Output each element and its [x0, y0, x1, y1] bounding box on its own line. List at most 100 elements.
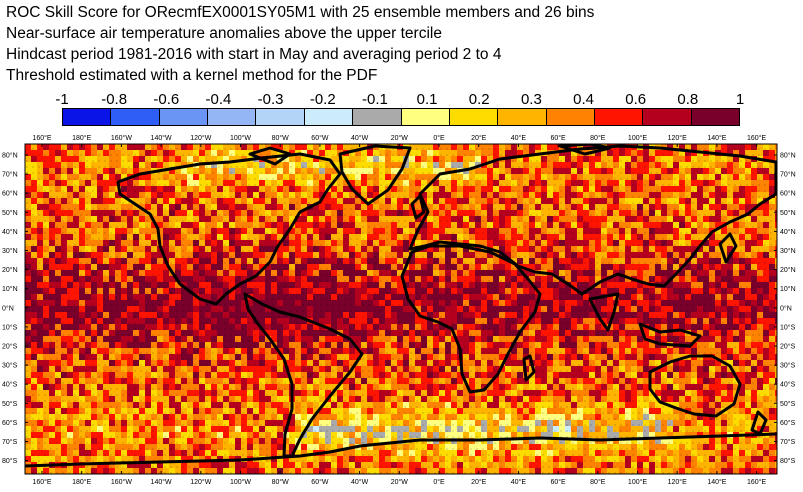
lat-left-label: 20°N — [2, 266, 18, 274]
lon-top-label: 40°W — [351, 134, 369, 142]
lat-left-label: 80°N — [2, 152, 18, 160]
lat-right-label: 10°S — [780, 323, 796, 331]
lat-right-label: 70°N — [780, 171, 796, 179]
colorbar-segment — [111, 109, 159, 125]
lat-right-label: 10°N — [780, 285, 796, 293]
lat-left-label: 60°S — [2, 419, 18, 427]
lon-bottom-label: 100°W — [230, 478, 251, 486]
lat-left-label: 20°S — [2, 343, 18, 351]
lat-left-label: 10°S — [2, 323, 18, 331]
lon-bottom-label: 80°E — [590, 478, 606, 486]
colorbar-segment — [643, 109, 691, 125]
lat-right-label: 50°N — [780, 209, 796, 217]
colorbar-segment — [305, 109, 353, 125]
lon-top-label: 40°E — [511, 134, 527, 142]
colorbar-tick-label: 1 — [736, 91, 744, 108]
lon-top-label: 120°W — [190, 134, 211, 142]
colorbar-legend — [62, 108, 740, 126]
lon-top-label: 160°E — [747, 134, 766, 142]
lat-right-label: 80°N — [780, 152, 796, 160]
lat-right-label: 70°S — [780, 438, 796, 446]
lon-top-label: 80°E — [590, 134, 606, 142]
lon-bottom-label: 180°E — [72, 478, 91, 486]
lat-right-label: 20°N — [780, 266, 796, 274]
lat-right-label: 30°N — [780, 247, 796, 255]
lat-right-label: 60°S — [780, 419, 796, 427]
lon-bottom-label: 60°W — [311, 478, 329, 486]
lon-bottom-label: 40°W — [351, 478, 369, 486]
lat-left-label: 80°S — [2, 457, 18, 465]
lon-top-label: 20°W — [391, 134, 409, 142]
lon-bottom-label: 140°W — [151, 478, 172, 486]
lon-top-label: 60°E — [550, 134, 566, 142]
colorbar-segment — [353, 109, 401, 125]
lon-top-label: 100°E — [628, 134, 647, 142]
lat-right-label: 30°S — [780, 362, 796, 370]
colorbar-tick-label: 0.1 — [417, 91, 438, 108]
colorbar-tick-label: -0.3 — [258, 91, 284, 108]
colorbar-tick-label: -0.2 — [310, 91, 336, 108]
title-line-2: Near-surface air temperature anomalies a… — [6, 23, 594, 44]
colorbar-segment — [498, 109, 546, 125]
lon-bottom-label: 140°E — [707, 478, 726, 486]
lat-left-label: 50°S — [2, 400, 18, 408]
lon-bottom-label: 160°E — [747, 478, 766, 486]
lat-left-label: 30°N — [2, 247, 18, 255]
lon-bottom-label: 0°E — [433, 478, 445, 486]
lat-right-label: 40°N — [780, 228, 796, 236]
colorbar-segment — [595, 109, 643, 125]
lat-right-label: 60°N — [780, 190, 796, 198]
colorbar-tick-label: 0.6 — [625, 91, 646, 108]
colorbar-segment — [450, 109, 498, 125]
lon-bottom-label: 120°E — [668, 478, 687, 486]
title-line-3: Hindcast period 1981-2016 with start in … — [6, 44, 594, 65]
skill-score-map: 160°E 180°E 160°W 140°W 120°W 100°W 80°W 60°W 40… — [0, 134, 803, 487]
lon-bottom-label: 100°E — [628, 478, 647, 486]
lon-top-label: 60°W — [311, 134, 329, 142]
lon-bottom-label: 160°W — [111, 478, 132, 486]
lat-right-label: 20°S — [780, 343, 796, 351]
lat-left-label: 70°S — [2, 438, 18, 446]
title-line-4: Threshold estimated with a kernel method… — [6, 65, 594, 86]
lat-right-label: 50°S — [780, 400, 796, 408]
lon-bottom-label: 80°W — [272, 478, 290, 486]
lon-bottom-label: 120°W — [190, 478, 211, 486]
lon-top-label: 20°E — [471, 134, 487, 142]
lon-top-label: 100°W — [230, 134, 251, 142]
colorbar-tick-label: 0.3 — [521, 91, 542, 108]
lon-top-label: 160°E — [32, 134, 51, 142]
lon-bottom-label: 160°E — [32, 478, 51, 486]
lon-top-label: 180°E — [72, 134, 91, 142]
colorbar-tick-label: 0.8 — [677, 91, 698, 108]
colorbar-tick-label: -1 — [55, 91, 68, 108]
lat-left-label: 40°S — [2, 381, 18, 389]
lon-top-label: 160°W — [111, 134, 132, 142]
lon-bottom-label: 40°E — [511, 478, 527, 486]
colorbar-tick-label: -0.8 — [101, 91, 127, 108]
lon-bottom-label: 60°E — [550, 478, 566, 486]
lat-left-label: 0°N — [2, 304, 14, 312]
lat-left-label: 10°N — [2, 285, 18, 293]
lat-left-label: 40°N — [2, 228, 18, 236]
lon-top-label: 120°E — [668, 134, 687, 142]
colorbar-segment — [208, 109, 256, 125]
lon-top-label: 80°W — [272, 134, 290, 142]
title-block: ROC Skill Score for ORecmfEX0001SY05M1 w… — [6, 2, 594, 86]
lat-left-label: 30°S — [2, 362, 18, 370]
colorbar-segment — [256, 109, 304, 125]
colorbar-segment — [160, 109, 208, 125]
lon-bottom-label: 20°W — [391, 478, 409, 486]
lon-top-label: 140°E — [707, 134, 726, 142]
colorbar-tick-label: -0.1 — [362, 91, 388, 108]
lon-top-label: 0°E — [433, 134, 445, 142]
lat-left-label: 70°N — [2, 171, 18, 179]
colorbar-tick-label: -0.4 — [206, 91, 232, 108]
lon-top-label: 140°W — [151, 134, 172, 142]
colorbar-segment — [547, 109, 595, 125]
title-line-1: ROC Skill Score for ORecmfEX0001SY05M1 w… — [6, 2, 594, 23]
lat-left-label: 50°N — [2, 209, 18, 217]
lat-right-label: 0°N — [780, 304, 792, 312]
colorbar-tick-label: -0.6 — [153, 91, 179, 108]
colorbar-segment — [402, 109, 450, 125]
